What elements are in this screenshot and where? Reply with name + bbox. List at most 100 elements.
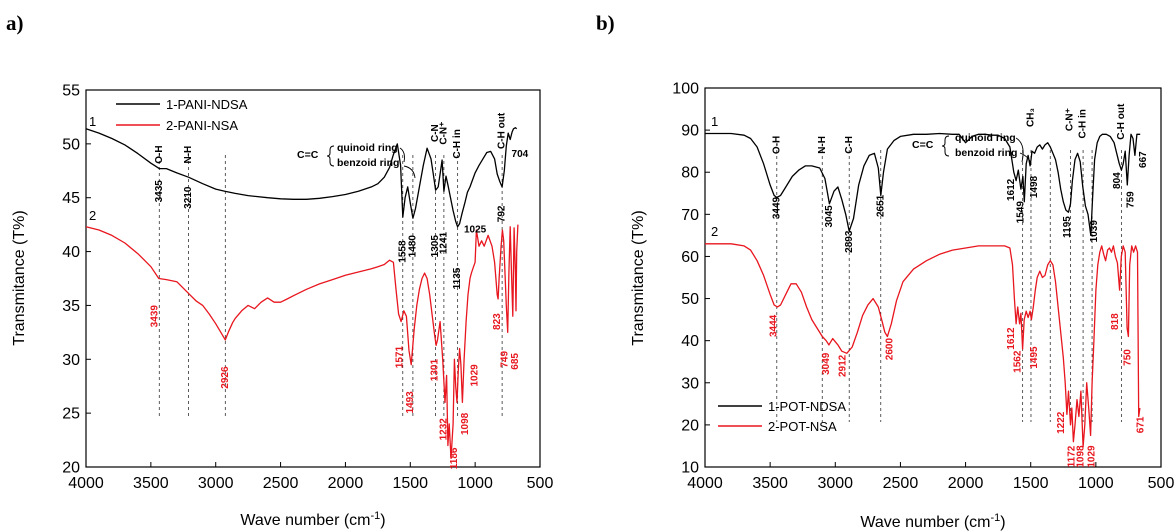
x-tick-label-500: 500 <box>1148 475 1174 492</box>
quinoid-label-a: quinoid ring <box>337 142 398 154</box>
panel-a-x-ticks: 4000 3500 3000 2500 2000 1500 1000 500 <box>68 462 553 492</box>
panel-b-plot-frame <box>704 87 1162 468</box>
annotation-r2926: 2926 <box>220 366 231 389</box>
y-tick-label-80: 80 <box>681 165 699 182</box>
annotation-b1039: 1039 <box>1089 220 1100 243</box>
x-tick-label-2500: 2500 <box>263 475 299 492</box>
annotation-b704: 704 <box>512 149 529 160</box>
annotation-b2651: 2651 <box>875 194 886 217</box>
annotation-b1135: 1135 <box>452 267 463 289</box>
x-tick-label-1500: 1500 <box>392 475 428 492</box>
y-tick-label-40: 40 <box>62 244 80 261</box>
annotation-r1495: 1495 <box>1029 346 1040 369</box>
panel-a-x-axis-title-end: ) <box>380 512 385 529</box>
annotation-r3439: 3439 <box>149 305 160 328</box>
annotation-b1549: 1549 <box>1016 201 1027 224</box>
benzoid-label-b: benzoid ring <box>955 147 1017 159</box>
series-line-1-pot-ndsa <box>705 132 1141 237</box>
legend-label-pani-ndsa: 1-PANI-NDSA <box>166 97 248 112</box>
panel-a-y-ticks: 20 25 30 35 40 45 50 55 <box>62 83 91 477</box>
annotation-oh: O-H <box>771 136 782 154</box>
annotation-r1029: 1029 <box>1087 445 1098 468</box>
panel-a-legend: 1-PANI-NDSA 2-PANI-NSA <box>116 97 248 133</box>
annotation-b1305: 1305 <box>430 235 441 258</box>
panel-b-y-axis-title: Transmitance (T%) <box>630 210 647 345</box>
panel-b-x-axis-title-sup: -1 <box>991 512 1001 524</box>
x-tick-label-3500: 3500 <box>752 475 788 492</box>
annotation-r749: 749 <box>500 351 511 368</box>
annotation-b1498: 1498 <box>1029 175 1040 198</box>
series-line-2-pani-nsa <box>85 224 519 460</box>
annotation-chout: C-H out <box>1116 103 1127 140</box>
legend-label-pot-nsa: 2-POT-NSA <box>768 419 837 434</box>
y-tick-label-30: 30 <box>62 352 80 369</box>
panel-b-cc-group: C=C quinoid ring benzoid ring <box>912 132 1032 166</box>
annotation-r823: 823 <box>492 313 503 330</box>
curve-number-b1: 1 <box>711 114 718 129</box>
annotation-r3444: 3444 <box>769 314 780 337</box>
annotation-b3449: 3449 <box>771 196 782 219</box>
y-tick-label-25: 25 <box>62 406 80 423</box>
annotation-r1493: 1493 <box>405 391 416 414</box>
panel-a-x-axis-title-main: Wave number (cm <box>240 512 370 529</box>
y-tick-label-90: 90 <box>681 123 699 140</box>
annotation-b792: 792 <box>497 205 508 222</box>
annotation-chin: C-H in <box>452 129 463 158</box>
panel-a-plot-frame <box>85 89 541 468</box>
annotation-r750: 750 <box>1122 349 1133 366</box>
y-tick-label-30: 30 <box>681 375 699 392</box>
x-tick-label-3000: 3000 <box>198 475 234 492</box>
series-line-1-pani-ndsa <box>85 127 518 228</box>
y-tick-label-40: 40 <box>681 333 699 350</box>
annotation-r2912: 2912 <box>838 354 849 377</box>
x-tick-label-2500: 2500 <box>883 475 919 492</box>
cc-arrow-quinoid-a <box>399 147 405 163</box>
panel-b-x-ticks: 4000 3500 3000 2500 2000 1500 1000 500 <box>687 462 1174 492</box>
annotation-ch: C-H <box>844 136 855 154</box>
annotation-chout: C-H out <box>497 112 508 149</box>
panel-b-plot-area <box>705 132 1141 448</box>
panel-b-legend: 1-POT-NDSA 2-POT-NSA <box>718 399 846 434</box>
annotation-b1241: 1241 <box>439 231 450 254</box>
curve-number-b2: 2 <box>711 224 718 239</box>
cc-arrow-quinoid-b <box>1015 137 1024 163</box>
x-tick-label-3000: 3000 <box>817 475 853 492</box>
annotation-r3049: 3049 <box>821 352 832 375</box>
annotation-r1222: 1222 <box>1056 411 1067 434</box>
annotation-cn: C-N <box>430 124 441 142</box>
cc-arrow-benzoid-a <box>403 165 416 179</box>
series-line-2-pot-nsa <box>705 243 1141 448</box>
panel-a-x-axis-title-sup: -1 <box>371 510 381 522</box>
x-tick-label-500: 500 <box>527 475 554 492</box>
annotation-r818: 818 <box>1110 313 1121 330</box>
annotation-b759: 759 <box>1126 191 1137 208</box>
x-tick-label-1500: 1500 <box>1013 475 1049 492</box>
quinoid-label-b: quinoid ring <box>955 132 1016 144</box>
annotation-b1025: 1025 <box>464 225 487 236</box>
x-tick-label-2000: 2000 <box>948 475 984 492</box>
panel-a-cc-group: C=C quinoid ring benzoid ring <box>297 142 416 179</box>
annotation-b1480: 1480 <box>408 235 419 258</box>
cc-brace-a <box>326 145 335 167</box>
panel-b-x-axis-title-end: ) <box>1000 514 1005 531</box>
benzoid-label-a: benzoid ring <box>337 157 399 169</box>
y-tick-label-35: 35 <box>62 298 80 315</box>
x-tick-label-3500: 3500 <box>133 475 169 492</box>
annotation-r2600: 2600 <box>885 338 896 361</box>
curve-number-a2: 2 <box>89 208 96 223</box>
panel-b-dashes <box>776 150 1122 422</box>
y-tick-label-60: 60 <box>681 249 699 266</box>
annotation-r1232: 1232 <box>439 418 450 441</box>
annotation-nh: N-H <box>183 146 194 164</box>
annotation-b3435: 3435 <box>154 180 165 203</box>
annotation-r1612: 1612 <box>1006 327 1017 350</box>
panel-b-label: b) <box>596 11 615 35</box>
cc-brace-b <box>941 135 950 157</box>
panel-b-y-ticks: 10 20 30 40 50 60 70 80 90 100 <box>672 81 710 477</box>
legend-label-pot-ndsa: 1-POT-NDSA <box>768 399 846 414</box>
annotation-r1098: 1098 <box>1076 445 1087 468</box>
y-tick-label-50: 50 <box>681 291 699 308</box>
